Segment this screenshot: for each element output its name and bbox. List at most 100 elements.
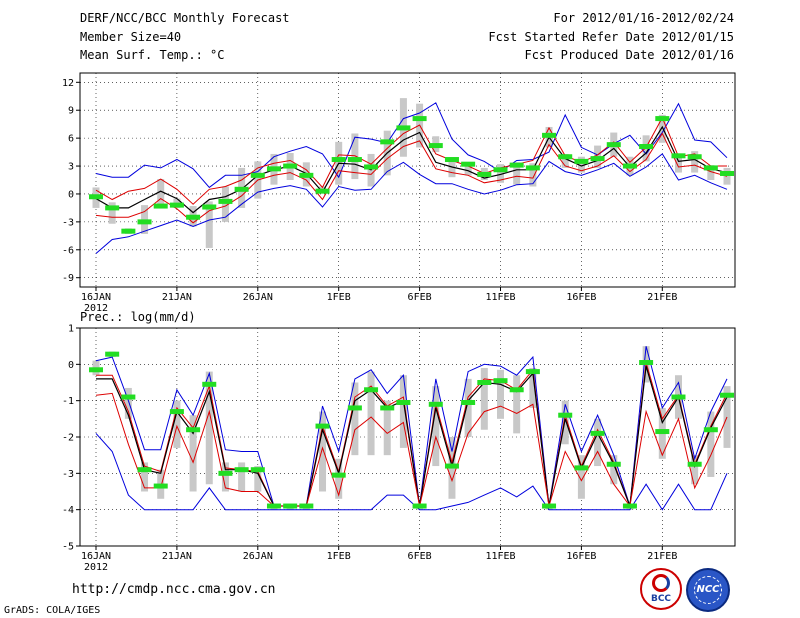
precip-median-mark bbox=[202, 381, 217, 387]
precip-median-mark bbox=[218, 470, 233, 476]
precip-y-tick-label: -1 bbox=[62, 396, 74, 407]
temp-median-mark bbox=[542, 132, 557, 138]
temp-y-tick-label: -3 bbox=[62, 217, 74, 228]
precip-x-tick-label: 21JAN bbox=[162, 551, 192, 562]
precip-box bbox=[432, 386, 440, 467]
temp-median-mark bbox=[169, 202, 184, 208]
ncc-logo: NCC bbox=[686, 568, 730, 612]
temp-series-min bbox=[95, 153, 728, 254]
precip-x-tick-label: 6FEB bbox=[408, 551, 432, 562]
member-size: Member Size=40 bbox=[80, 30, 182, 44]
temp-median-mark bbox=[477, 171, 492, 177]
precip-median-mark bbox=[186, 427, 201, 433]
temp-median-mark bbox=[558, 154, 573, 160]
temp-median-mark bbox=[299, 172, 314, 178]
precip-y-tick-label: -5 bbox=[62, 542, 74, 553]
temp-year-label: 2012 bbox=[84, 303, 108, 314]
variable-label: Mean Surf. Temp.: °C bbox=[80, 48, 225, 62]
precip-median-mark bbox=[558, 412, 573, 418]
precip-box bbox=[319, 411, 327, 492]
precip-median-mark bbox=[525, 369, 540, 375]
precip-box bbox=[561, 400, 569, 445]
precip-box bbox=[577, 455, 585, 499]
precip-median-mark bbox=[364, 387, 379, 393]
precip-median-mark bbox=[655, 429, 670, 435]
temp-box bbox=[464, 163, 472, 176]
temp-median-mark bbox=[234, 186, 249, 192]
temp-y-tick-label: -6 bbox=[62, 245, 74, 256]
precip-median-mark bbox=[153, 483, 168, 489]
precip-median-mark bbox=[542, 503, 557, 509]
precip-median-mark bbox=[266, 503, 281, 509]
forecast-produced-date: Fcst Produced Date 2012/01/16 bbox=[524, 48, 734, 62]
temp-box bbox=[497, 164, 504, 183]
precip-box bbox=[707, 411, 715, 477]
precip-box bbox=[497, 369, 504, 419]
precip-box bbox=[254, 466, 262, 492]
temp-box bbox=[529, 163, 537, 187]
temp-y-tick-label: 3 bbox=[68, 162, 74, 173]
forecast-period: For 2012/01/16-2012/02/24 bbox=[553, 11, 734, 25]
forecast-started-date: Fcst Started Refer Date 2012/01/15 bbox=[488, 30, 734, 44]
precip-box bbox=[189, 415, 197, 492]
precip-box bbox=[221, 462, 229, 492]
precip-box bbox=[367, 371, 375, 456]
grads-credit: GrADS: COLA/IGES bbox=[4, 605, 101, 616]
temp-median-mark bbox=[622, 163, 637, 169]
temp-y-tick-label: 6 bbox=[68, 134, 74, 145]
temp-median-mark bbox=[380, 139, 395, 145]
bcc-logo-text: BCC bbox=[650, 594, 672, 604]
temp-box bbox=[723, 167, 731, 185]
temp-box bbox=[448, 160, 456, 178]
temp-median-mark bbox=[639, 144, 654, 150]
temp-median-mark bbox=[186, 214, 201, 220]
temp-box bbox=[691, 151, 699, 173]
bcc-logo-swirl-icon bbox=[652, 574, 670, 592]
footer-url[interactable]: http://cmdp.ncc.cma.gov.cn bbox=[72, 582, 276, 597]
temp-median-mark bbox=[396, 125, 411, 131]
temp-box bbox=[577, 156, 585, 173]
temp-median-mark bbox=[444, 157, 459, 163]
temp-median-mark bbox=[121, 228, 136, 234]
ncc-logo-globe-icon bbox=[694, 576, 722, 604]
precip-median-mark bbox=[121, 394, 136, 400]
precip-median-mark bbox=[622, 503, 637, 509]
temp-box bbox=[707, 165, 715, 180]
precip-median-mark bbox=[509, 387, 524, 393]
precip-x-tick-label: 26JAN bbox=[243, 551, 273, 562]
temp-median-mark bbox=[493, 167, 508, 173]
temp-x-tick-label: 16JAN bbox=[81, 292, 111, 303]
temp-x-tick-label: 16FEB bbox=[566, 292, 596, 303]
temp-median-mark bbox=[720, 170, 735, 176]
temp-median-mark bbox=[412, 116, 427, 122]
precip-median-mark bbox=[283, 503, 298, 509]
precip-x-tick-label: 16JAN bbox=[81, 551, 111, 562]
temp-median-mark bbox=[525, 165, 540, 171]
temp-plot-frame bbox=[79, 72, 736, 288]
temp-median-mark bbox=[250, 172, 265, 178]
temp-median-mark bbox=[461, 161, 476, 167]
temp-median-mark bbox=[428, 143, 443, 149]
temp-series-upper bbox=[95, 116, 727, 205]
temp-box bbox=[674, 153, 682, 173]
precip-median-mark bbox=[315, 423, 330, 429]
temp-x-tick-label: 21FEB bbox=[647, 292, 677, 303]
precip-panel-title: Prec.: log(mm/d) bbox=[80, 310, 196, 324]
precip-box bbox=[141, 462, 149, 492]
temp-median-mark bbox=[347, 157, 362, 163]
temp-median-mark bbox=[509, 162, 524, 168]
precip-median-mark bbox=[234, 467, 249, 473]
precip-x-tick-label: 16FEB bbox=[566, 551, 596, 562]
temp-series-max bbox=[95, 102, 728, 189]
temp-box bbox=[108, 202, 116, 224]
precip-x-tick-label: 11FEB bbox=[485, 551, 515, 562]
temp-median-mark bbox=[218, 198, 233, 204]
temp-median-mark bbox=[606, 142, 621, 148]
temp-y-tick-label: 9 bbox=[68, 106, 74, 117]
precip-box bbox=[173, 400, 181, 448]
precip-y-tick-label: 1 bbox=[68, 324, 74, 335]
precip-median-mark bbox=[299, 503, 314, 509]
precip-median-mark bbox=[396, 399, 411, 405]
temp-median-mark bbox=[105, 205, 120, 211]
